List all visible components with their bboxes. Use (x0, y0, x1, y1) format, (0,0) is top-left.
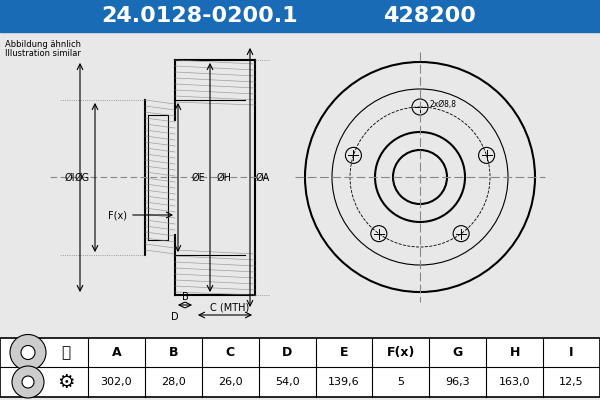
Text: H: H (509, 346, 520, 359)
Text: F(x): F(x) (108, 210, 127, 220)
Text: 24.0128-0200.1: 24.0128-0200.1 (101, 6, 298, 26)
Text: G: G (452, 346, 463, 359)
Text: 26,0: 26,0 (218, 377, 242, 387)
Text: ØG: ØG (75, 172, 90, 182)
Text: A: A (112, 346, 121, 359)
Text: ØE: ØE (192, 172, 206, 182)
Text: 2xØ8,8: 2xØ8,8 (430, 100, 457, 108)
Circle shape (21, 346, 35, 360)
Text: 🔩: 🔩 (61, 345, 71, 360)
Text: E: E (340, 346, 348, 359)
Text: ⚙: ⚙ (57, 372, 75, 392)
Text: I: I (569, 346, 574, 359)
Text: 139,6: 139,6 (328, 377, 360, 387)
Text: F(x): F(x) (387, 346, 415, 359)
Text: 28,0: 28,0 (161, 377, 186, 387)
Text: 96,3: 96,3 (445, 377, 470, 387)
Text: 428200: 428200 (383, 6, 476, 26)
Text: 302,0: 302,0 (101, 377, 132, 387)
Bar (0, 0, 600, 32)
Circle shape (22, 376, 34, 388)
Text: 163,0: 163,0 (499, 377, 530, 387)
Text: Illustration similar: Illustration similar (5, 49, 81, 58)
Text: C: C (226, 346, 235, 359)
Text: C (MTH): C (MTH) (211, 302, 250, 312)
Text: ØA: ØA (256, 172, 270, 182)
Text: 54,0: 54,0 (275, 377, 299, 387)
Text: D: D (171, 312, 179, 322)
Circle shape (10, 334, 46, 370)
Text: B: B (182, 292, 188, 302)
Text: 12,5: 12,5 (559, 377, 584, 387)
Text: B: B (169, 346, 178, 359)
Text: D: D (282, 346, 292, 359)
Text: 5: 5 (397, 377, 404, 387)
Circle shape (12, 366, 44, 398)
Text: Abbildung ähnlich: Abbildung ähnlich (5, 40, 81, 49)
Text: ØI: ØI (65, 172, 75, 182)
Bar (0, 338, 600, 397)
Text: ØH: ØH (217, 172, 232, 182)
